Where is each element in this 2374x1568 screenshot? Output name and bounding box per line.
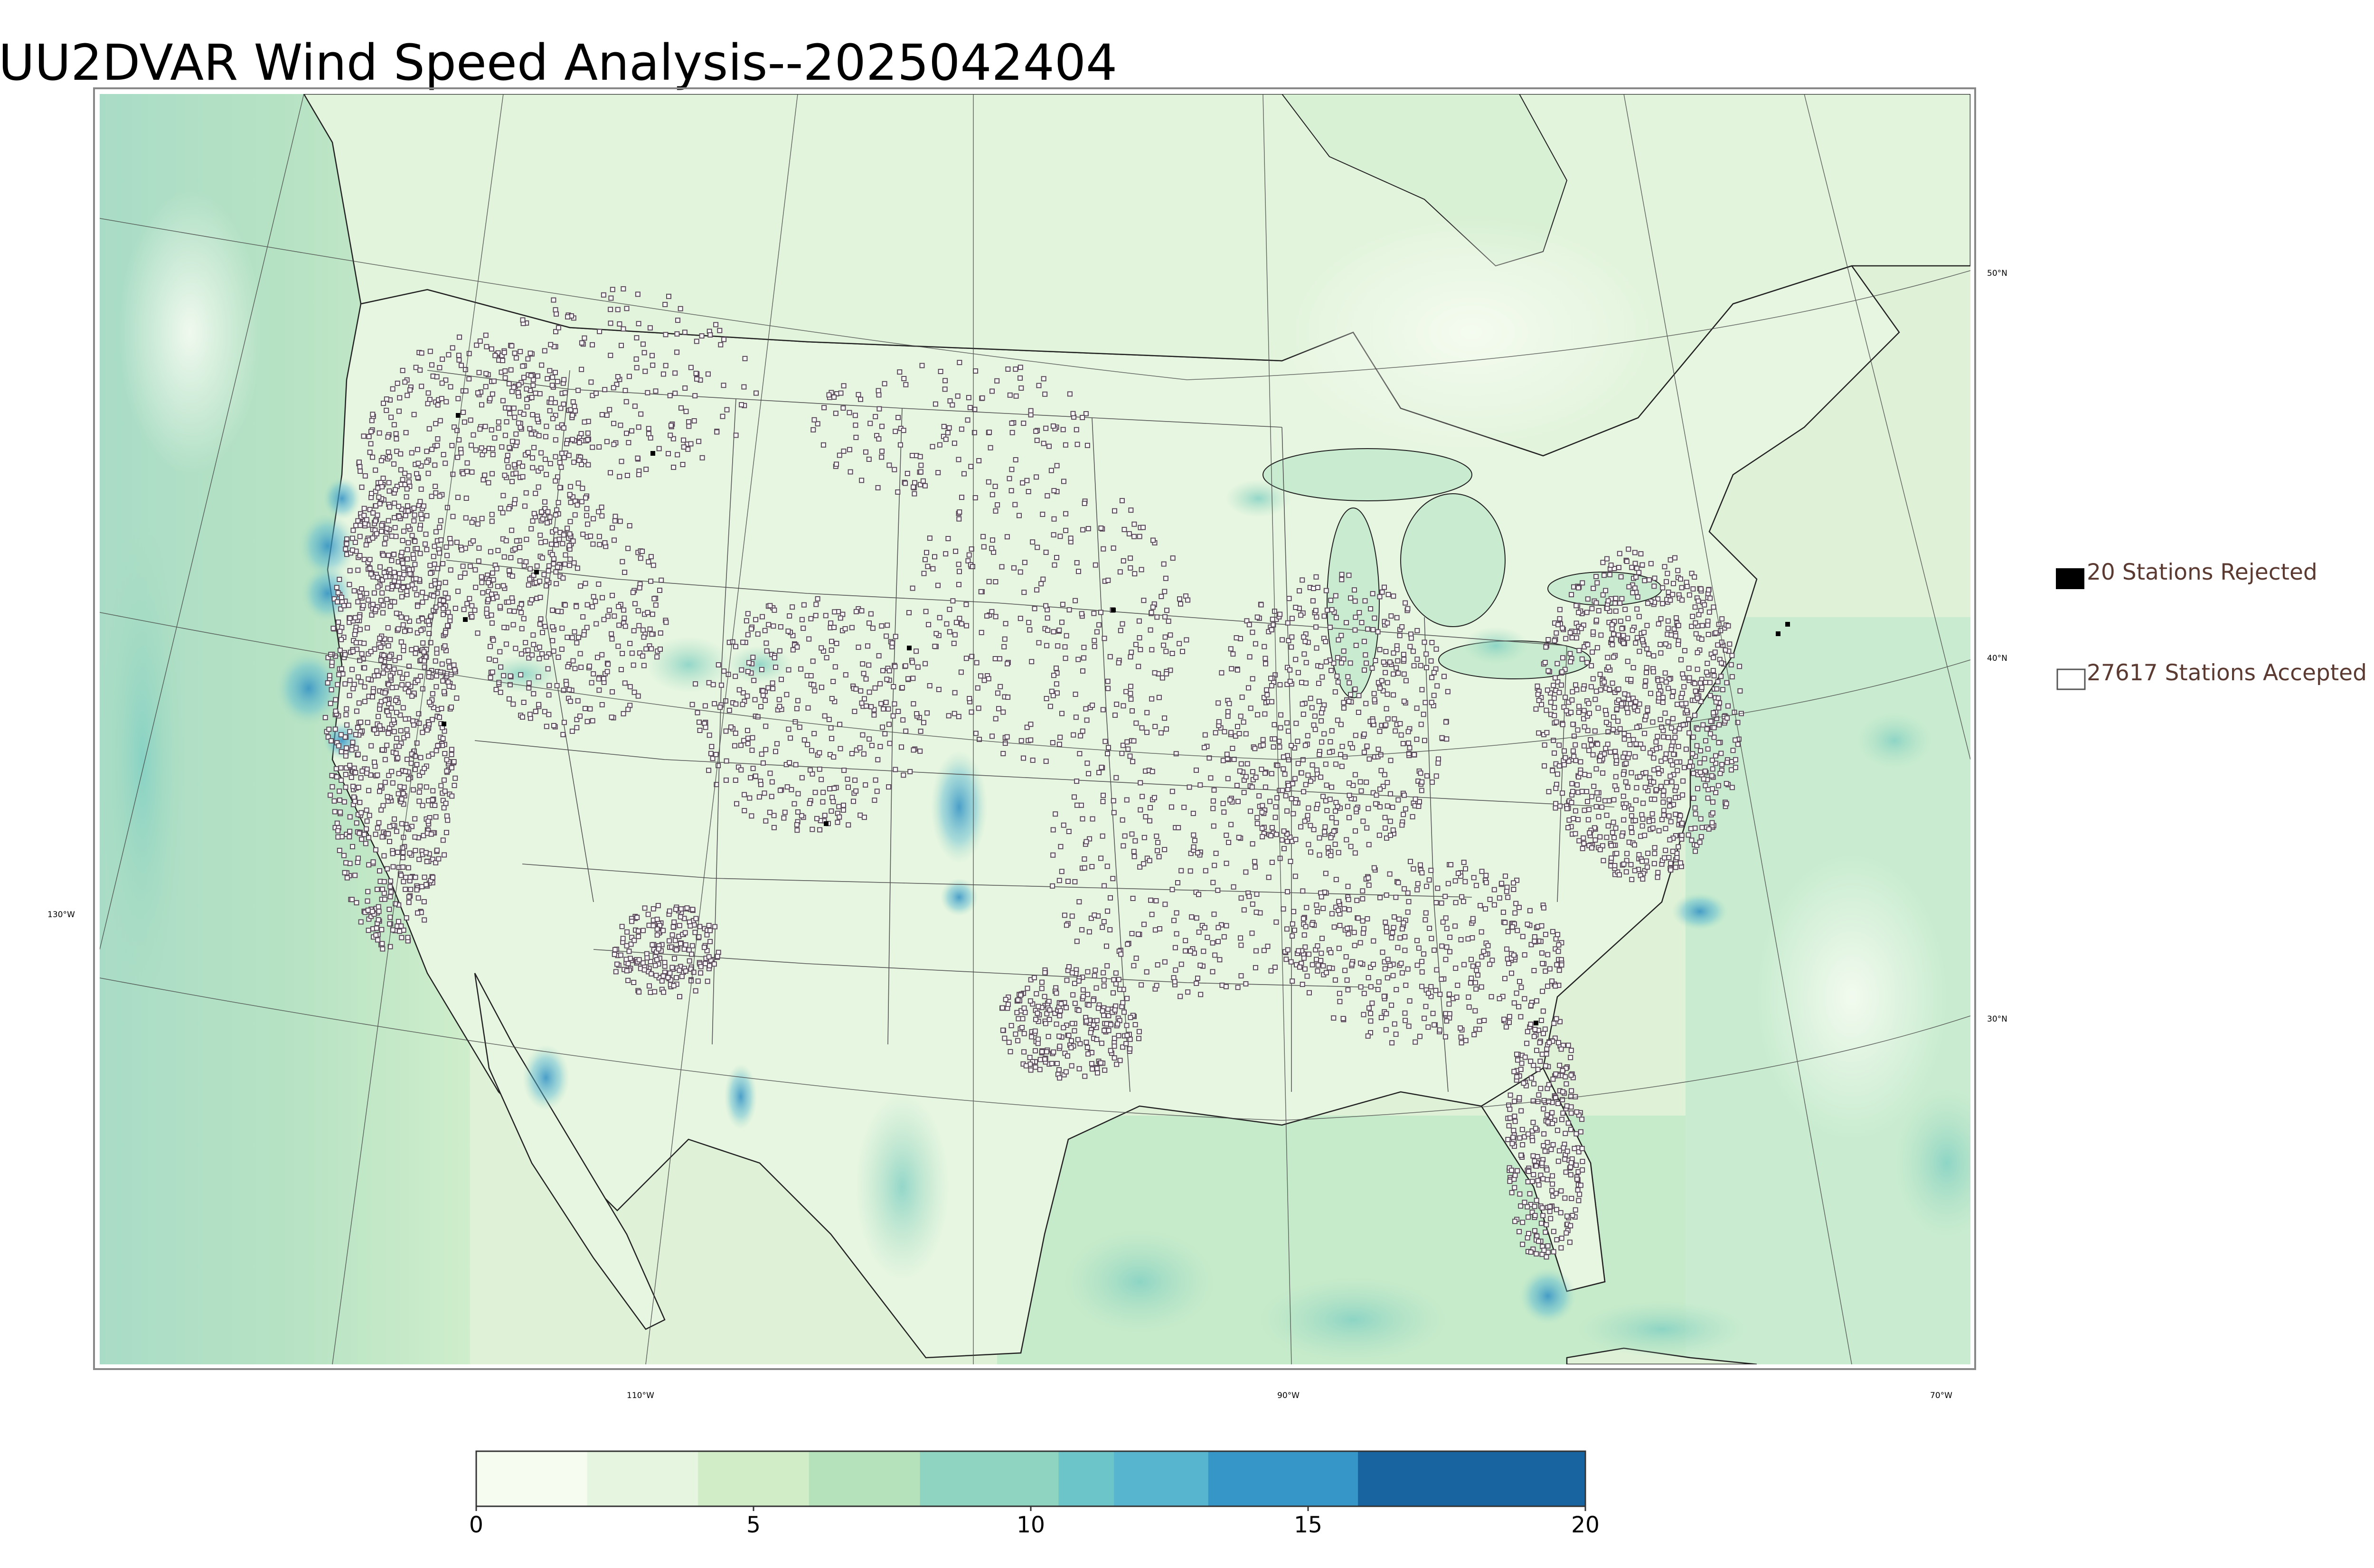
colorbar-bin-6 (1114, 1451, 1209, 1506)
meridian-80 (1623, 94, 1852, 1364)
parallel-50 (100, 218, 1970, 380)
colorbar-bin-0 (476, 1451, 588, 1506)
colorbar-bin-8 (1358, 1451, 1586, 1506)
colorbar-bin-5 (1058, 1451, 1114, 1506)
colorbar-tick-label-0: 0 (469, 1512, 483, 1538)
label-130w: 130°W (47, 910, 75, 920)
meridian-110 (645, 94, 798, 1364)
station-legend: 20 Stations Rejected 27617 Stations Acce… (2056, 559, 2367, 690)
lake-huron (1400, 493, 1506, 627)
label-90w: 90°W (1277, 1391, 1300, 1400)
accepted-label: 27617 Stations Accepted (2087, 660, 2367, 686)
label-70w: 70°W (1930, 1391, 1952, 1400)
colorbar-tick-label-1: 5 (746, 1512, 761, 1538)
label-30n: 30°N (1987, 1014, 2007, 1024)
colorbar-bin-2 (698, 1451, 810, 1506)
colorbar-bin-4 (920, 1451, 1059, 1506)
colorbar-bins (476, 1451, 1586, 1506)
colorbar-tick-label-2: 10 (1017, 1512, 1045, 1538)
colorbar-bin-1 (587, 1451, 698, 1506)
colorbar: 0 5 10 15 20 (469, 1450, 1600, 1538)
label-110w: 110°W (627, 1391, 654, 1400)
rejected-marker (2056, 568, 2084, 589)
meridian-120 (332, 94, 504, 1364)
map-title: UU2DVAR Wind Speed Analysis--2025042404 (0, 34, 1117, 92)
label-50n: 50°N (1987, 269, 2007, 278)
colorbar-ticks: 0 5 10 15 20 (469, 1506, 1600, 1538)
accepted-marker (2056, 668, 2086, 690)
meridian-90 (1262, 94, 1292, 1364)
lake-superior (1262, 448, 1472, 501)
stations-accepted (322, 286, 1744, 1260)
colorbar-tick-label-4: 20 (1571, 1512, 1600, 1538)
rejected-label: 20 Stations Rejected (2087, 559, 2317, 585)
map-panel (100, 94, 1970, 1364)
meridian-130 (100, 94, 304, 950)
colorbar-bin-7 (1208, 1451, 1358, 1506)
label-40n: 40°N (1987, 654, 2007, 663)
parallel-30 (100, 977, 1970, 1121)
map-frame (93, 87, 1976, 1370)
stations-rejected (442, 413, 1790, 1025)
graticule (100, 94, 1970, 1364)
colorbar-tick-label-3: 15 (1294, 1512, 1322, 1538)
meridian-70 (1804, 94, 1970, 760)
parallel-40 (100, 612, 1970, 760)
colorbar-bin-3 (809, 1451, 920, 1506)
